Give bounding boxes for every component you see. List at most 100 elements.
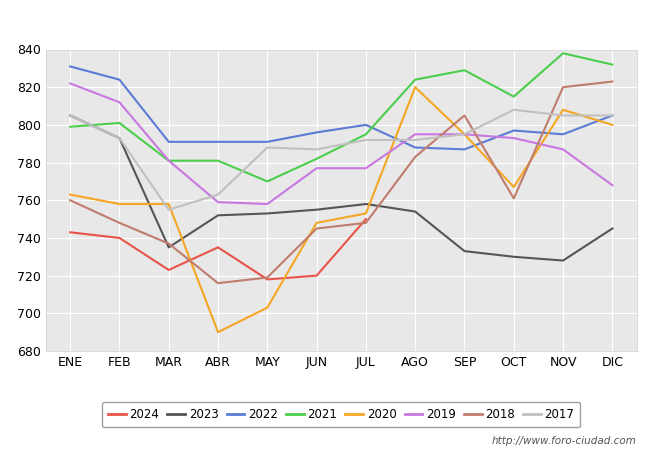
2022	[66, 64, 74, 69]
2017	[66, 113, 74, 118]
Line: 2018: 2018	[70, 81, 612, 283]
2021	[608, 62, 616, 67]
2023	[608, 226, 616, 231]
2021	[461, 68, 469, 73]
2024	[116, 235, 124, 241]
2023	[461, 248, 469, 254]
2017	[559, 113, 567, 118]
2019	[165, 158, 173, 163]
2019	[313, 166, 320, 171]
2022	[116, 77, 124, 82]
2021	[411, 77, 419, 82]
2018	[165, 241, 173, 246]
2022	[263, 139, 271, 144]
2019	[263, 201, 271, 207]
Text: Afiliados en Calzada de Calatrava a 31/5/2024: Afiliados en Calzada de Calatrava a 31/5…	[99, 11, 551, 30]
2021	[510, 94, 517, 99]
2019	[362, 166, 370, 171]
2019	[510, 135, 517, 141]
2023	[214, 212, 222, 218]
2023	[559, 258, 567, 263]
2018	[461, 113, 469, 118]
2020	[510, 184, 517, 190]
2021	[165, 158, 173, 163]
2024	[214, 245, 222, 250]
2022	[510, 128, 517, 133]
2019	[411, 131, 419, 137]
2019	[116, 99, 124, 105]
2024	[362, 216, 370, 222]
2020	[313, 220, 320, 225]
2020	[608, 122, 616, 128]
2022	[362, 122, 370, 128]
2019	[608, 182, 616, 188]
Line: 2023: 2023	[70, 116, 612, 261]
2020	[362, 211, 370, 216]
2021	[559, 50, 567, 56]
2019	[559, 147, 567, 152]
2020	[165, 201, 173, 207]
Line: 2017: 2017	[70, 110, 612, 210]
2020	[411, 85, 419, 90]
2023	[362, 201, 370, 207]
2024	[165, 267, 173, 273]
2021	[263, 179, 271, 184]
2021	[66, 124, 74, 130]
Line: 2021: 2021	[70, 53, 612, 181]
2017	[214, 192, 222, 197]
2017	[461, 131, 469, 137]
2023	[116, 135, 124, 141]
2020	[559, 107, 567, 112]
2017	[116, 135, 124, 141]
2021	[116, 120, 124, 126]
Line: 2024: 2024	[70, 219, 366, 279]
2018	[608, 79, 616, 84]
2023	[263, 211, 271, 216]
2020	[214, 329, 222, 335]
2017	[313, 147, 320, 152]
2018	[66, 198, 74, 203]
2018	[411, 154, 419, 160]
2018	[510, 196, 517, 201]
2018	[263, 275, 271, 280]
2018	[116, 220, 124, 225]
2020	[116, 201, 124, 207]
2019	[461, 131, 469, 137]
2021	[214, 158, 222, 163]
2023	[165, 245, 173, 250]
2022	[165, 139, 173, 144]
2022	[313, 130, 320, 135]
2020	[263, 305, 271, 310]
2022	[214, 139, 222, 144]
2017	[411, 137, 419, 143]
2021	[362, 131, 370, 137]
Line: 2020: 2020	[70, 87, 612, 332]
2022	[559, 131, 567, 137]
2018	[362, 220, 370, 225]
2017	[165, 207, 173, 212]
2020	[461, 131, 469, 137]
2021	[313, 156, 320, 162]
2024	[263, 277, 271, 282]
2024	[313, 273, 320, 278]
2018	[214, 280, 222, 286]
2023	[411, 209, 419, 214]
2024	[66, 230, 74, 235]
Line: 2019: 2019	[70, 83, 612, 204]
Legend: 2024, 2023, 2022, 2021, 2020, 2019, 2018, 2017: 2024, 2023, 2022, 2021, 2020, 2019, 2018…	[102, 402, 580, 427]
2017	[608, 113, 616, 118]
Line: 2022: 2022	[70, 67, 612, 149]
2023	[510, 254, 517, 260]
2017	[510, 107, 517, 112]
2018	[559, 85, 567, 90]
2022	[411, 145, 419, 150]
2019	[214, 199, 222, 205]
2017	[263, 145, 271, 150]
2023	[313, 207, 320, 212]
2019	[66, 81, 74, 86]
Text: http://www.foro-ciudad.com: http://www.foro-ciudad.com	[492, 436, 637, 446]
2017	[362, 137, 370, 143]
2023	[66, 113, 74, 118]
2018	[313, 226, 320, 231]
2022	[608, 113, 616, 118]
